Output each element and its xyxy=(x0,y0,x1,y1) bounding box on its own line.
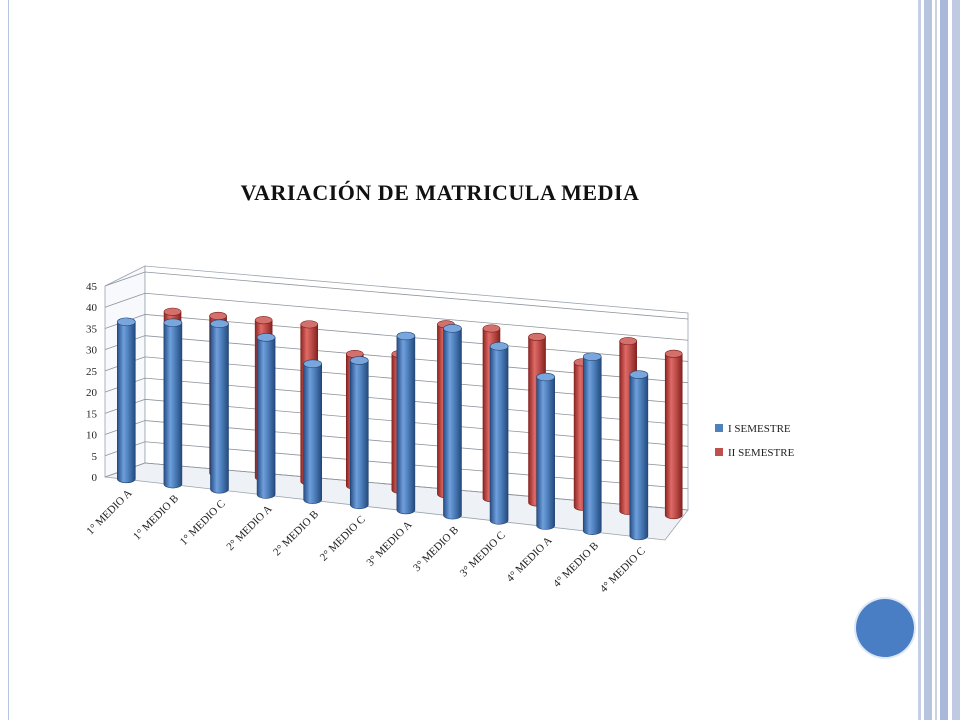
chart-legend: I SEMESTRE II SEMESTRE xyxy=(715,423,795,459)
x-category-label: 2° MEDIO A xyxy=(224,503,274,553)
y-tick-label: 0 xyxy=(92,472,98,484)
bar-i-semestre xyxy=(210,319,229,494)
y-tick-label: 20 xyxy=(86,387,98,399)
x-category-label: 4° MEDIO C xyxy=(598,545,648,595)
gridline xyxy=(104,271,689,320)
bar-i-semestre xyxy=(303,359,322,504)
bar-i-semestre xyxy=(443,324,462,520)
y-tick-label: 30 xyxy=(86,345,98,357)
legend-label: II SEMESTRE xyxy=(728,447,795,459)
y-tick-label: 10 xyxy=(86,430,98,442)
y-tick-label: 25 xyxy=(86,366,98,378)
x-category-label: 4° MEDIO A xyxy=(504,534,554,584)
x-category-label: 3° MEDIO B xyxy=(411,524,461,574)
legend-swatch xyxy=(715,424,723,432)
slide-decorative-circle xyxy=(856,599,914,657)
bar-i-semestre xyxy=(489,342,509,525)
bar-i-semestre xyxy=(163,318,183,489)
x-category-label: 1° MEDIO C xyxy=(178,498,228,548)
bar-i-semestre xyxy=(536,372,555,530)
y-tick-label: 35 xyxy=(86,323,98,335)
x-category-label: 2° MEDIO C xyxy=(318,514,368,564)
bar-i-semestre xyxy=(116,317,136,484)
bar-i-semestre xyxy=(582,352,602,535)
x-category-label: 3° MEDIO A xyxy=(364,519,414,569)
bar-i-semestre xyxy=(349,356,369,510)
legend-label: I SEMESTRE xyxy=(728,423,791,435)
slide-frame-left-line xyxy=(8,0,9,720)
x-category-label: 3° MEDIO C xyxy=(458,529,508,579)
bar-ii-semestre xyxy=(664,349,683,520)
y-tick-label: 45 xyxy=(86,281,98,293)
x-category-label: 4° MEDIO B xyxy=(551,540,601,590)
bar-i-semestre xyxy=(396,331,416,515)
bar-i-semestre xyxy=(629,370,649,541)
x-category-label: 1° MEDIO A xyxy=(84,487,134,537)
chart-title: VARIACIÓN DE MATRICULA MEDIA xyxy=(240,180,640,205)
gridline xyxy=(104,292,689,341)
x-category-label: 1° MEDIO B xyxy=(131,493,181,543)
slide-decorative-rails xyxy=(918,0,960,720)
bar-i-semestre xyxy=(256,333,276,499)
chart-bars xyxy=(116,307,683,541)
y-tick-label: 40 xyxy=(86,302,98,314)
legend-swatch xyxy=(715,448,723,456)
y-tick-label: 15 xyxy=(86,408,98,420)
y-tick-label: 5 xyxy=(92,451,98,463)
x-category-label: 2° MEDIO B xyxy=(271,508,321,558)
y-axis-ticks: 0 5 10 15 20 25 30 35 40 45 xyxy=(86,281,98,484)
